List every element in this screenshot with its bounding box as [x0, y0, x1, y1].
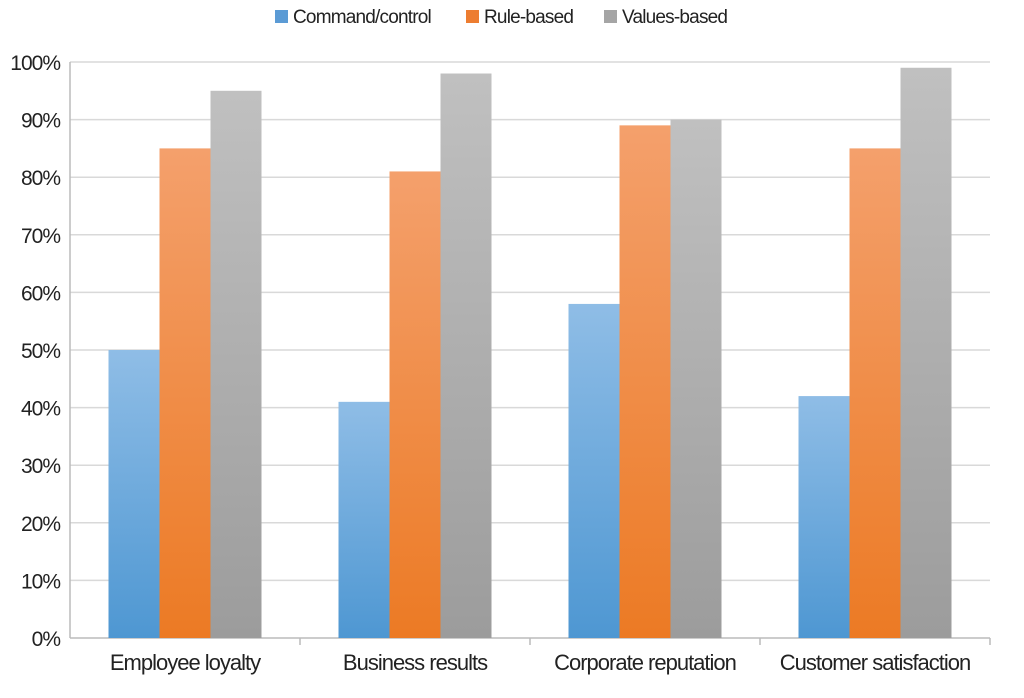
- legend-swatch: [604, 10, 617, 23]
- y-axis: 0% 10% 20% 30% 40% 50% 60% 70% 80% 90% 100%: [10, 52, 61, 651]
- x-axis: Employee loyalty Business results Corporat…: [110, 650, 971, 675]
- y-tick-label: 40%: [21, 398, 60, 421]
- x-tick-label: Employee loyalty: [110, 650, 261, 675]
- y-tick-label: 80%: [21, 167, 60, 190]
- bar-values-based-0: [210, 90, 262, 639]
- y-tick-label: 20%: [21, 513, 60, 536]
- bar-rule-based-0: [159, 148, 211, 638]
- y-tick-label: 90%: [21, 110, 60, 133]
- bar-values-based-3: [900, 67, 952, 638]
- legend-swatch: [275, 10, 288, 23]
- x-tick-label: Corporate reputation: [554, 650, 736, 675]
- y-tick-label: 50%: [21, 340, 60, 363]
- x-tick-label: Business results: [343, 650, 488, 675]
- legend: Command/control Rule-based Values-based: [275, 7, 728, 28]
- bar-values-based-1: [440, 73, 492, 638]
- bar-rule-based-1: [389, 171, 441, 638]
- y-tick-label: 30%: [21, 455, 60, 478]
- legend-label: Command/control: [293, 7, 431, 28]
- y-tick-label: 0%: [32, 628, 61, 651]
- bar-command-control-2: [568, 303, 620, 638]
- bars: [108, 67, 952, 639]
- bar-values-based-2: [670, 119, 722, 639]
- legend-label: Rule-based: [484, 7, 573, 28]
- bar-command-control-0: [108, 350, 160, 638]
- x-tick-label: Customer satisfaction: [780, 650, 971, 675]
- legend-swatch: [466, 10, 479, 23]
- bar-rule-based-3: [849, 148, 901, 638]
- y-tick-label: 100%: [10, 52, 60, 75]
- legend-label: Values-based: [622, 7, 727, 28]
- y-tick-label: 60%: [21, 282, 60, 305]
- y-tick-label: 70%: [21, 225, 60, 248]
- y-tick-label: 10%: [21, 570, 60, 593]
- bar-rule-based-2: [619, 125, 671, 639]
- bar-command-control-3: [798, 396, 850, 638]
- bar-command-control-1: [338, 401, 390, 638]
